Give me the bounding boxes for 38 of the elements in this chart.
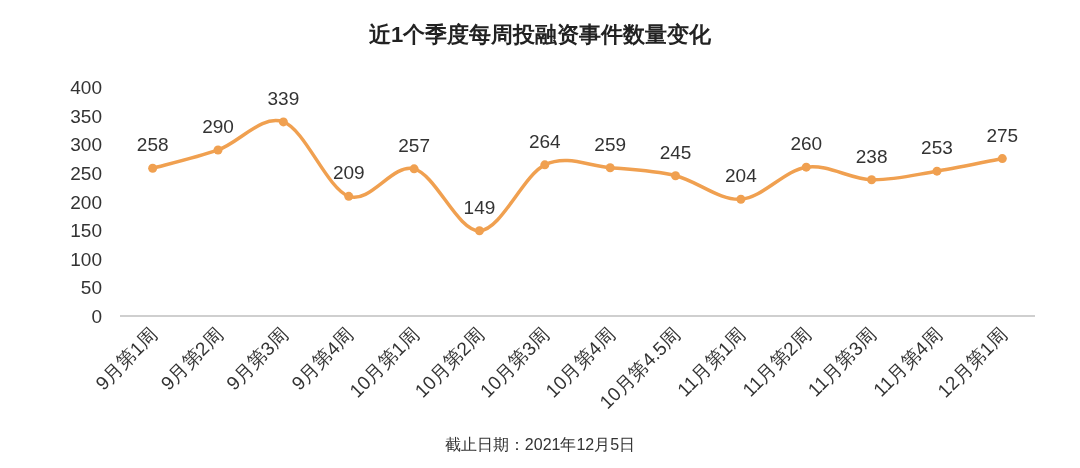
data-label: 209	[332, 162, 365, 184]
data-label: 204	[725, 165, 758, 187]
y-tick-label: 400	[70, 77, 102, 98]
data-label: 264	[528, 130, 562, 152]
y-tick-label: 200	[70, 191, 102, 213]
point	[932, 166, 942, 176]
point	[671, 171, 681, 181]
point	[278, 117, 288, 127]
point	[213, 145, 223, 155]
data-label: 258	[136, 134, 169, 156]
point	[736, 194, 746, 204]
point	[148, 163, 158, 173]
y-tick-label: 350	[70, 105, 102, 127]
y-tick-label: 50	[80, 277, 102, 299]
y-tick-label: 150	[70, 220, 102, 242]
chart-title: 近1个季度每周投融资事件数量变化	[367, 22, 713, 47]
y-tick-label: 100	[70, 248, 102, 270]
data-label: 260	[790, 133, 823, 155]
y-tick-label: 250	[70, 162, 102, 184]
point	[409, 164, 419, 174]
data-label: 275	[986, 124, 1019, 146]
point	[801, 162, 811, 172]
point	[474, 226, 484, 236]
y-tick-label: 300	[70, 134, 102, 156]
point	[605, 163, 615, 173]
data-label: 149	[463, 196, 496, 218]
point	[540, 160, 550, 170]
data-label: 253	[921, 137, 953, 159]
data-label: 257	[398, 134, 430, 156]
point	[997, 154, 1007, 164]
data-label: 290	[202, 115, 234, 137]
data-label: 259	[594, 133, 627, 155]
data-label: 238	[855, 145, 888, 167]
data-label: 339	[267, 87, 300, 109]
text: 截止日期：2021年12月5日	[444, 436, 636, 453]
point	[344, 191, 354, 201]
data-label: 245	[659, 141, 692, 163]
point	[867, 175, 877, 185]
